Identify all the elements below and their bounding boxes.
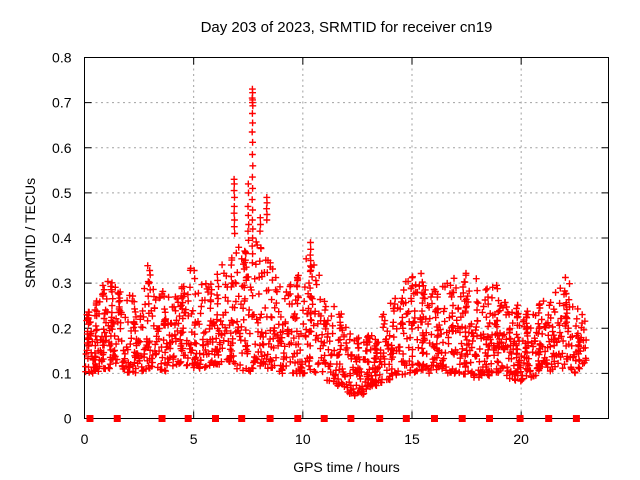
y-tick-label: 0.6 (52, 140, 72, 156)
baseline-square-marker (402, 415, 410, 422)
y-tick-label: 0 (64, 411, 72, 427)
y-tick-labels: 0 0.1 0.2 0.3 0.4 0.5 0.6 0.7 0.8 (52, 50, 72, 427)
baseline-markers (86, 415, 580, 422)
y-tick-label: 0.4 (52, 230, 72, 246)
baseline-square-marker (486, 415, 494, 422)
baseline-square-marker (320, 415, 328, 422)
y-tick-label: 0.2 (52, 320, 72, 336)
x-tick-label: 10 (295, 431, 311, 447)
x-tick-labels: 0 5 10 15 20 (81, 431, 530, 447)
baseline-square-marker (458, 415, 466, 422)
y-tick-label: 0.8 (52, 50, 72, 66)
baseline-square-marker (347, 415, 355, 422)
x-tick-label: 20 (513, 431, 529, 447)
baseline-square-marker (545, 415, 553, 422)
baseline-square-marker (294, 415, 302, 422)
y-tick-label: 0.5 (52, 185, 72, 201)
y-tick-label: 0.3 (52, 275, 72, 291)
y-tick-label: 0.1 (52, 365, 72, 381)
scatter-points (82, 85, 590, 400)
x-axis-label: GPS time / hours (293, 459, 400, 475)
baseline-square-marker (113, 415, 121, 422)
baseline-square-marker (158, 415, 166, 422)
baseline-square-marker (238, 415, 246, 422)
baseline-square-marker (430, 415, 438, 422)
chart-title: Day 203 of 2023, SRMTID for receiver cn1… (200, 19, 493, 36)
baseline-square-marker (86, 415, 94, 422)
y-tick-label: 0.7 (52, 95, 72, 111)
plot-border (84, 57, 609, 419)
x-tick-label: 0 (81, 431, 89, 447)
x-tick-label: 5 (190, 431, 198, 447)
baseline-square-marker (516, 415, 524, 422)
baseline-square-marker (212, 415, 219, 422)
x-tick-label: 15 (404, 431, 420, 447)
baseline-square-marker (266, 415, 274, 422)
baseline-square-marker (572, 415, 580, 422)
y-axis-label: SRMTID / TECUs (22, 177, 38, 289)
baseline-square-marker (376, 415, 384, 422)
baseline-square-marker (184, 415, 192, 422)
